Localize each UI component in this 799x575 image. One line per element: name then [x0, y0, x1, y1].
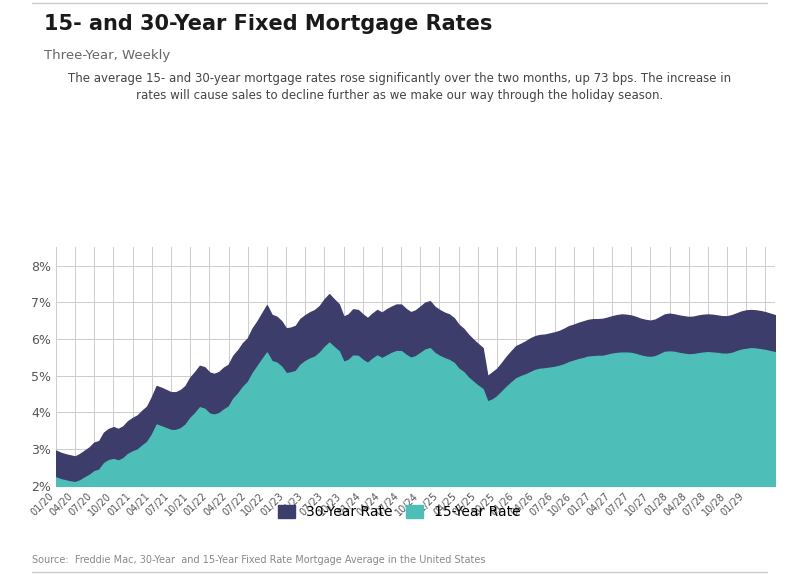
Legend: 30-Year Rate, 15-Year Rate: 30-Year Rate, 15-Year Rate [272, 500, 527, 525]
Text: Three-Year, Weekly: Three-Year, Weekly [44, 49, 170, 62]
Text: rates will cause sales to decline further as we make our way through the holiday: rates will cause sales to decline furthe… [136, 89, 663, 102]
Text: Source:  Freddie Mac, 30-Year  and 15-Year Fixed Rate Mortgage Average in the Un: Source: Freddie Mac, 30-Year and 15-Year… [32, 555, 486, 565]
Text: The average 15- and 30-year mortgage rates rose significantly over the two month: The average 15- and 30-year mortgage rat… [68, 72, 731, 85]
Text: 15- and 30-Year Fixed Mortgage Rates: 15- and 30-Year Fixed Mortgage Rates [44, 14, 492, 34]
